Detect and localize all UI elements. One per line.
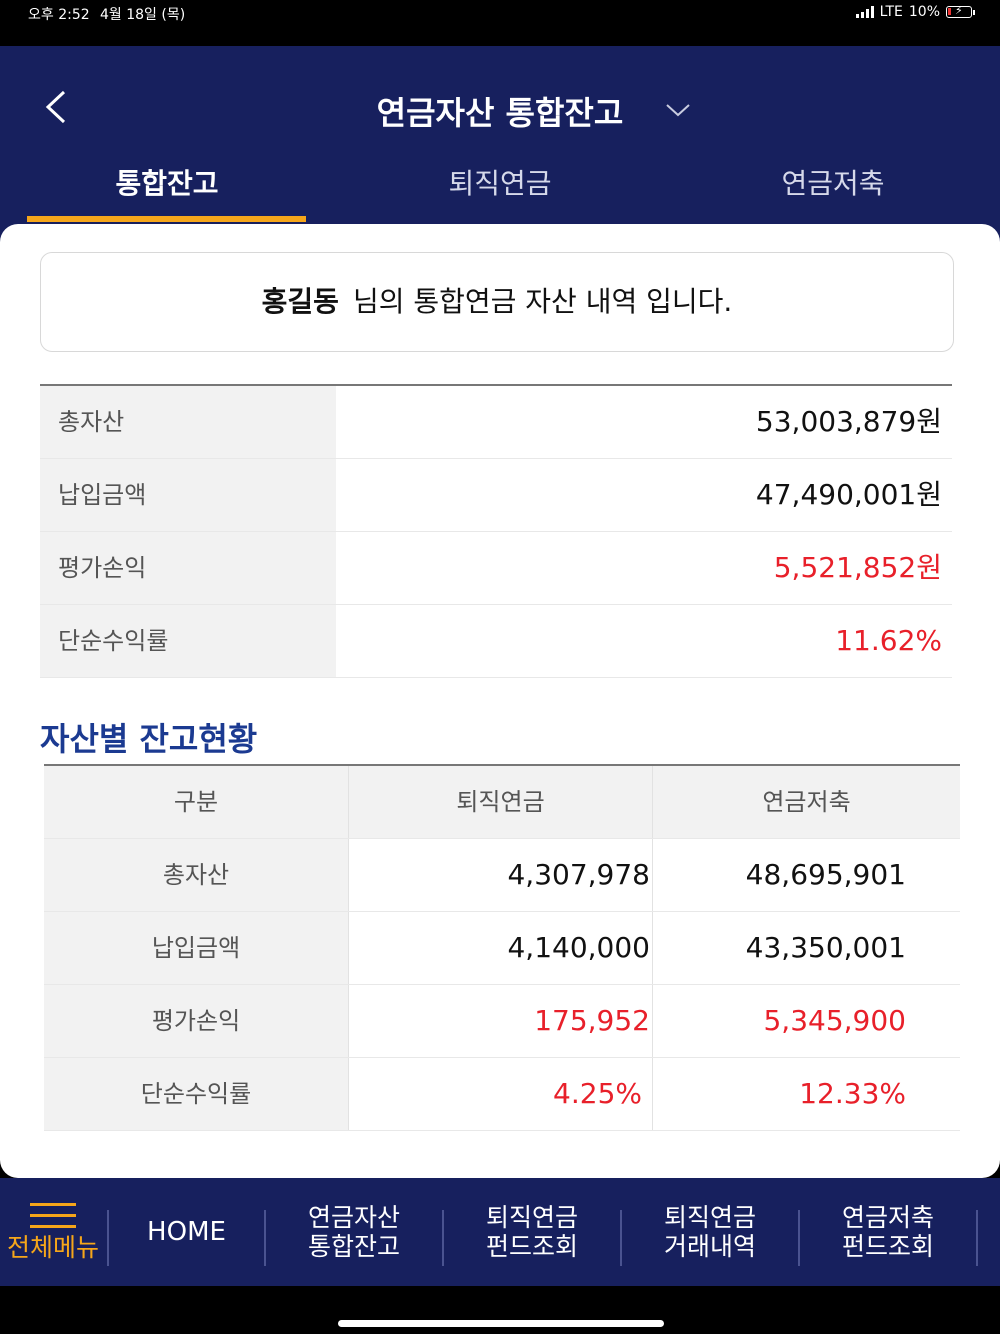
summary-label: 단순수익률 (40, 605, 336, 677)
summary-value: 47,490,001원 (755, 478, 942, 511)
content-card: 홍길동 님의 통합연금 자산 내역 입니다. 총자산 53,003,879원 납입… (0, 224, 1000, 1178)
nav-divider (442, 1210, 444, 1266)
row-label: 단순수익률 (44, 1058, 348, 1130)
section-title: 자산별 잔고현황 (40, 720, 258, 758)
status-time: 오후 2:52 (28, 7, 90, 23)
table-row: 납입금액 4,140,000 43,350,001 (44, 912, 960, 985)
table-row: 평가손익 175,952 5,345,900 (44, 985, 960, 1058)
retirement-value: 175,952 (348, 985, 652, 1057)
table-row: 총자산 4,307,978 48,695,901 (44, 839, 960, 912)
retirement-value: 4.25% (348, 1058, 652, 1130)
signal-icon (855, 6, 874, 18)
row-label: 평가손익 (44, 985, 348, 1057)
retirement-value: 4,307,978 (348, 839, 652, 911)
status-battery-percent: 10% (908, 4, 940, 20)
nav-divider (976, 1210, 978, 1266)
status-network: LTE (879, 4, 903, 20)
nav-label-line2: 통합잔고 (307, 1232, 400, 1261)
battery-icon: ⚡ (946, 4, 975, 18)
table-row: 단순수익률 4.25% 12.33% (44, 1058, 960, 1131)
user-name: 홍길동 (261, 285, 339, 318)
greeting-box: 홍길동 님의 통합연금 자산 내역 입니다. (40, 252, 954, 352)
page-title[interactable]: 연금자산 통합잔고 (376, 94, 624, 132)
status-date: 4월 18일 (목) (100, 7, 186, 23)
tab-pension-savings[interactable]: 연금저축 (781, 167, 885, 200)
app-header: 연금자산 통합잔고 통합잔고 퇴직연금 연금저축 (0, 46, 1000, 246)
nav-label-line1: 퇴직연금 (485, 1203, 578, 1232)
summary-label: 평가손익 (40, 532, 336, 604)
home-button[interactable]: HOME (147, 1216, 226, 1247)
summary-table: 총자산 53,003,879원 납입금액 47,490,001원 평가손익 5,… (40, 384, 952, 678)
summary-value: 11.62% (835, 624, 942, 657)
nav-divider (798, 1210, 800, 1266)
savings-value: 43,350,001 (652, 912, 916, 984)
summary-row-return-rate: 단순수익률 11.62% (40, 605, 952, 678)
nav-label-line2: 펀드조회 (841, 1232, 934, 1261)
home-indicator[interactable] (338, 1320, 664, 1327)
chevron-down-icon[interactable] (664, 100, 692, 120)
greeting-text: 님의 통합연금 자산 내역 입니다. (352, 285, 733, 318)
nav-divider (620, 1210, 622, 1266)
summary-value: 53,003,879원 (755, 405, 942, 438)
table-header-row: 구분 퇴직연금 연금저축 (44, 766, 960, 839)
nav-retirement-fund-button[interactable]: 퇴직연금 펀드조회 (444, 1178, 620, 1286)
nav-savings-fund-button[interactable]: 연금저축 펀드조회 (800, 1178, 976, 1286)
column-header: 구분 (44, 766, 348, 838)
nav-divider (107, 1210, 109, 1266)
savings-value: 5,345,900 (652, 985, 916, 1057)
nav-label-line1: 연금자산 (307, 1203, 400, 1232)
full-menu-button[interactable]: 전체메뉴 (0, 1178, 106, 1286)
savings-value: 12.33% (652, 1058, 916, 1130)
nav-divider (264, 1210, 266, 1266)
tab-integrated-balance[interactable]: 통합잔고 (115, 167, 219, 200)
summary-label: 납입금액 (40, 459, 336, 531)
nav-retirement-transactions-button[interactable]: 퇴직연금 거래내역 (622, 1178, 798, 1286)
home-indicator-bar (0, 1286, 1000, 1334)
column-header: 퇴직연금 (348, 766, 652, 838)
row-label: 납입금액 (44, 912, 348, 984)
nav-label-line2: 거래내역 (663, 1232, 756, 1261)
bottom-nav: 전체메뉴 HOME 연금자산 통합잔고 퇴직연금 펀드조회 퇴직연금 거래내역 … (0, 1178, 1000, 1286)
summary-label: 총자산 (40, 386, 336, 458)
tab-bar: 통합잔고 퇴직연금 연금저축 (0, 162, 1000, 224)
nav-integrated-balance-button[interactable]: 연금자산 통합잔고 (266, 1178, 442, 1286)
hamburger-icon (30, 1202, 76, 1229)
nav-label-line1: 연금저축 (841, 1203, 934, 1232)
savings-value: 48,695,901 (652, 839, 916, 911)
row-label: 총자산 (44, 839, 348, 911)
back-arrow-icon[interactable] (40, 90, 74, 124)
asset-balance-table: 구분 퇴직연금 연금저축 총자산 4,307,978 48,695,901 납입… (44, 764, 960, 1131)
nav-label-line2: 펀드조회 (485, 1232, 578, 1261)
tab-retirement-pension[interactable]: 퇴직연금 (448, 167, 552, 200)
summary-row-total-assets: 총자산 53,003,879원 (40, 386, 952, 459)
status-bar: 오후 2:52 4월 18일 (목) LTE 10% ⚡ (0, 0, 1000, 46)
summary-value: 5,521,852원 (773, 551, 942, 584)
column-header: 연금저축 (652, 766, 960, 838)
full-menu-label: 전체메뉴 (6, 1232, 99, 1262)
summary-row-valuation-gain: 평가손익 5,521,852원 (40, 532, 952, 605)
retirement-value: 4,140,000 (348, 912, 652, 984)
active-tab-indicator (27, 216, 306, 222)
summary-row-paid-amount: 납입금액 47,490,001원 (40, 459, 952, 532)
nav-label-line1: 퇴직연금 (663, 1203, 756, 1232)
